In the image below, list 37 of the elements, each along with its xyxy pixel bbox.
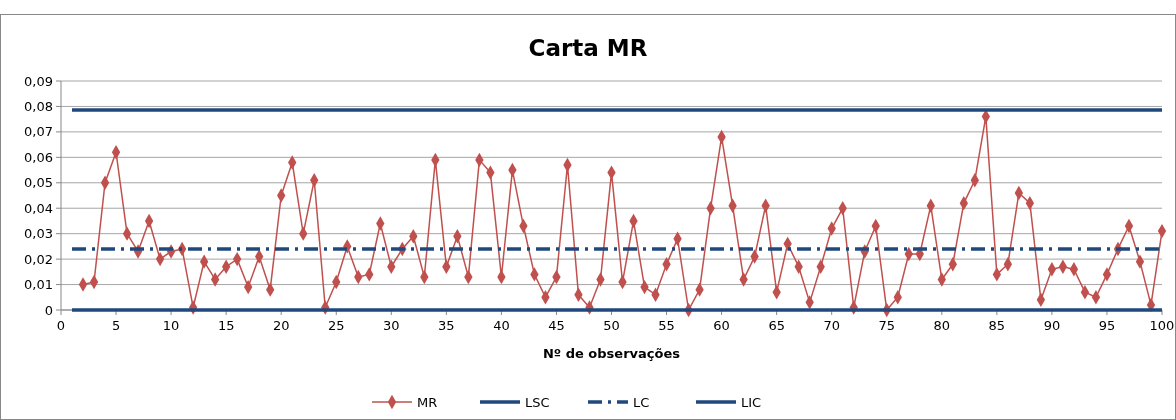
y-tick-label: 0,02 <box>24 251 53 267</box>
x-tick-label: 100 <box>1149 318 1175 333</box>
x-tick-label: 25 <box>327 318 345 333</box>
y-tick-label: 0,06 <box>24 149 53 165</box>
x-axis-title: Nº de observações <box>542 346 681 361</box>
x-tick-label: 90 <box>1043 318 1061 333</box>
y-tick-label: 0,08 <box>24 98 53 114</box>
x-tick-label: 55 <box>658 318 675 333</box>
x-tick-label: 15 <box>217 318 235 333</box>
y-tick-label: 0 <box>44 302 53 318</box>
y-tick-label: 0,04 <box>24 200 53 216</box>
y-tick-label: 0,03 <box>24 226 53 242</box>
y-tick-label: 0,07 <box>24 124 53 140</box>
y-tick-label: 0,01 <box>24 277 53 293</box>
x-tick-label: 30 <box>383 318 400 333</box>
x-tick-label: 20 <box>272 318 290 333</box>
x-tick-label: 65 <box>768 318 785 333</box>
legend-label: MR <box>417 394 438 410</box>
y-tick-label: 0,09 <box>24 73 53 89</box>
x-tick-label: 45 <box>548 318 565 333</box>
x-tick-label: 35 <box>438 318 455 333</box>
x-tick-label: 95 <box>1098 318 1116 333</box>
x-tick-label: 10 <box>162 318 180 333</box>
x-tick-label: 85 <box>988 318 1006 333</box>
x-tick-label: 75 <box>878 318 896 333</box>
x-tick-label: 80 <box>933 318 951 333</box>
chart-title: Carta MR <box>528 35 648 61</box>
x-tick-label: 50 <box>603 318 620 333</box>
legend-label: LSC <box>525 394 550 410</box>
x-tick-label: 60 <box>713 318 730 333</box>
x-tick-label: 0 <box>56 318 66 333</box>
legend-label: LC <box>633 394 650 410</box>
x-tick-label: 70 <box>823 318 840 333</box>
legend-label: LIC <box>741 394 762 410</box>
y-tick-label: 0,05 <box>24 175 53 191</box>
x-tick-label: 40 <box>493 318 510 333</box>
x-tick-label: 5 <box>111 318 121 333</box>
